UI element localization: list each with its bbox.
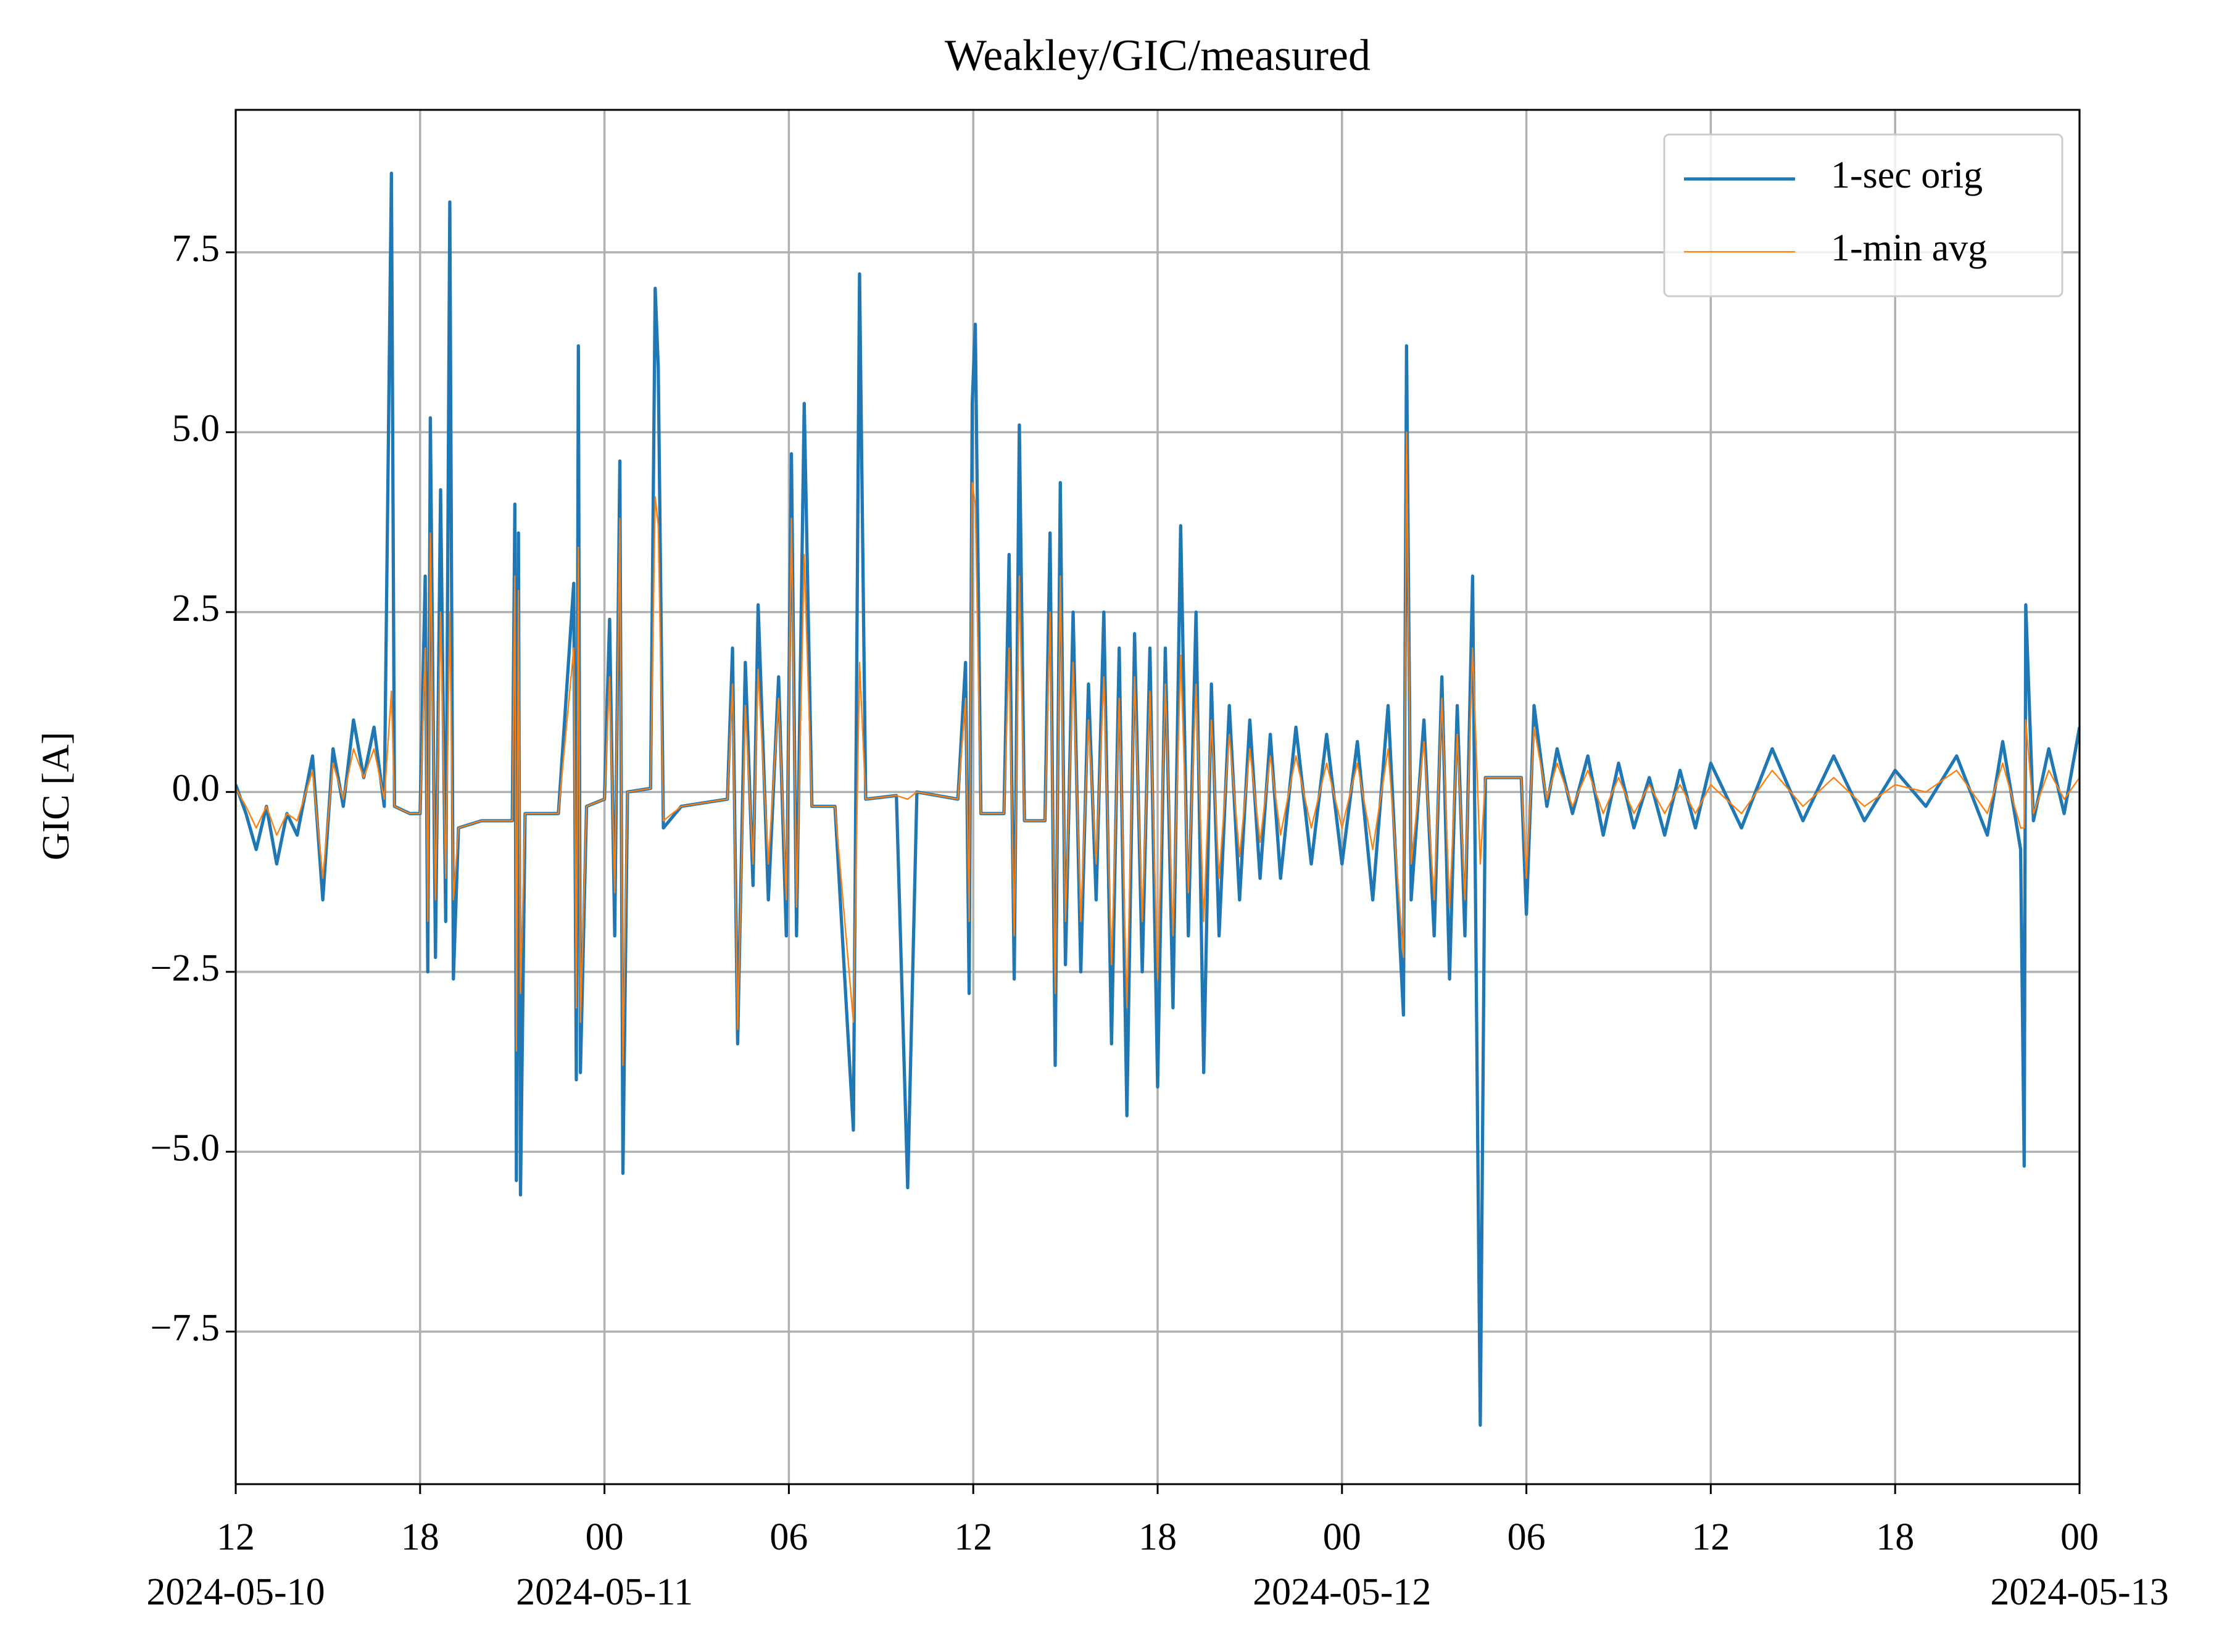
y-axis-label: GIC [A] <box>35 732 77 860</box>
x-tick-date-label: 2024-05-11 <box>516 1571 693 1613</box>
x-tick-date-label: 2024-05-13 <box>1990 1571 2168 1613</box>
y-tick-label: −2.5 <box>151 947 220 989</box>
x-tick-label: 18 <box>1876 1516 1914 1558</box>
x-tick-label: 00 <box>2060 1516 2099 1558</box>
x-tick-label: 18 <box>1138 1516 1177 1558</box>
x-tick-label: 12 <box>954 1516 992 1558</box>
y-tick-label: 2.5 <box>172 587 220 629</box>
legend-label: 1-sec orig <box>1831 154 1983 196</box>
y-tick-label: 0.0 <box>172 768 220 810</box>
x-tick-date-label: 2024-05-10 <box>146 1571 325 1613</box>
series-line <box>236 431 2080 1066</box>
y-tick-label: 5.0 <box>172 408 220 450</box>
y-tick-label: −5.0 <box>151 1127 220 1169</box>
x-tick-label: 00 <box>1323 1516 1361 1558</box>
x-tick-label: 00 <box>586 1516 624 1558</box>
x-tick-label: 12 <box>1691 1516 1730 1558</box>
x-tick-date-label: 2024-05-12 <box>1253 1571 1431 1613</box>
legend-label: 1-min avg <box>1831 227 1987 269</box>
legend-box <box>1663 133 2063 297</box>
x-tick-label: 06 <box>769 1516 808 1558</box>
chart-title: Weakley/GIC/measured <box>945 31 1371 80</box>
legend: 1-sec orig 1-min avg <box>1663 133 2063 297</box>
plot-frame <box>234 109 2081 1485</box>
y-tick-label: −7.5 <box>151 1307 220 1349</box>
x-tick-label: 12 <box>217 1516 255 1558</box>
y-tick-label: 7.5 <box>172 228 220 270</box>
x-tick-label: 06 <box>1507 1516 1546 1558</box>
x-tick-label: 18 <box>401 1516 439 1558</box>
